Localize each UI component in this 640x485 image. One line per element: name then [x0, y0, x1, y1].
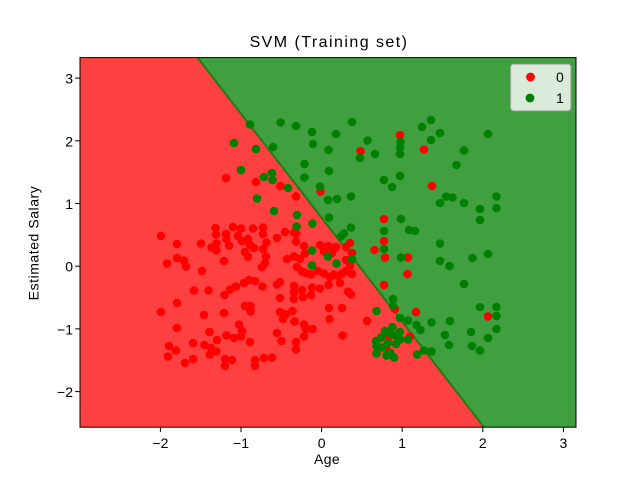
svg-text:−2: −2 — [152, 435, 168, 451]
svg-text:2: 2 — [479, 435, 487, 451]
svg-text:3: 3 — [65, 71, 73, 87]
svg-text:−2: −2 — [57, 384, 73, 400]
svg-text:1: 1 — [398, 435, 406, 451]
svg-text:−1: −1 — [233, 435, 249, 451]
svg-text:1: 1 — [556, 90, 564, 106]
svg-text:3: 3 — [560, 435, 568, 451]
svg-text:2: 2 — [65, 133, 73, 149]
svg-text:Estimated Salary: Estimated Salary — [26, 186, 42, 301]
svg-text:0: 0 — [556, 69, 564, 85]
svg-text:1: 1 — [65, 196, 73, 212]
svg-text:0: 0 — [65, 259, 73, 275]
svg-text:SVM (Training set): SVM (Training set) — [250, 34, 409, 51]
svg-text:−1: −1 — [57, 321, 73, 337]
svg-text:Age: Age — [314, 451, 340, 467]
svg-text:0: 0 — [318, 435, 326, 451]
